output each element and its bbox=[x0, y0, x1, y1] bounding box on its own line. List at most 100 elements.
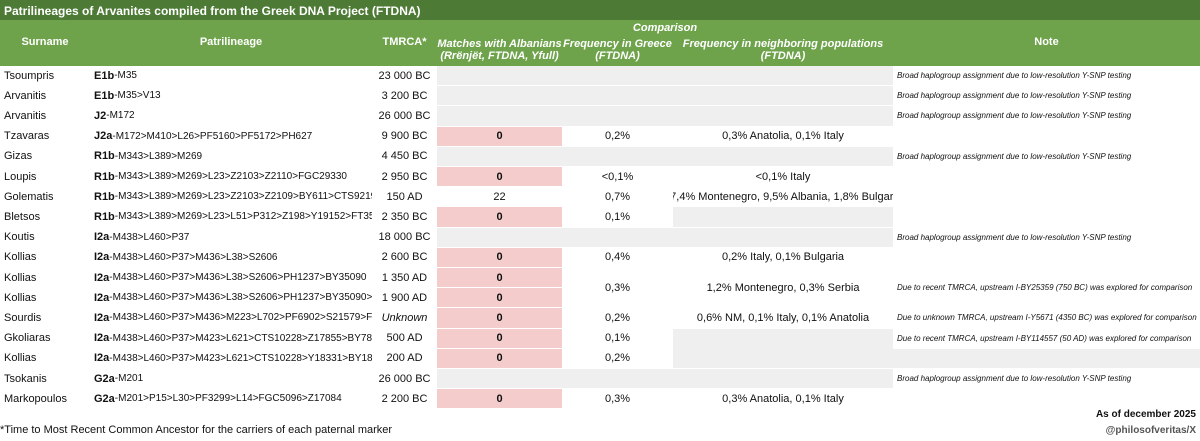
note-cell bbox=[893, 389, 1200, 410]
note-cell bbox=[893, 187, 1200, 208]
neighbors-cell bbox=[673, 66, 893, 87]
haplogroup: J2a bbox=[94, 130, 113, 143]
haplogroup: I2a bbox=[94, 311, 110, 324]
column-header: TMRCA* bbox=[372, 20, 437, 64]
haplogroup: G2a bbox=[94, 372, 115, 385]
patrilineage-cell: I2a -M438>L460>P37>M436>L38>S2606 bbox=[90, 247, 372, 268]
lineage: -M35 bbox=[114, 70, 137, 82]
matches-cell: 0 bbox=[437, 328, 562, 349]
note-cell bbox=[893, 348, 1200, 369]
neighbors-cell bbox=[673, 227, 893, 248]
tmrca-cell: 2 200 BC bbox=[372, 389, 437, 410]
header-line: Note bbox=[1034, 36, 1059, 48]
lineage: -M343>L389>M269 bbox=[114, 150, 203, 162]
header-line: (FTDNA) bbox=[595, 50, 640, 62]
matches-cell bbox=[437, 369, 562, 390]
matches-cell: 0 bbox=[437, 348, 562, 369]
patrilineage-cell: R1b -M343>L389>M269>L23>L51>P312>Z198>Y19… bbox=[90, 207, 372, 228]
surname-cell: Gizas bbox=[0, 146, 90, 167]
patrilineage-cell: I2a -M438>L460>P37>M423>L621>CTS10228>Y18… bbox=[90, 348, 372, 369]
surname-cell: Bletsos bbox=[0, 207, 90, 228]
lineage: -M438>L460>P37>M423>L621>CTS10228>Y18331… bbox=[109, 352, 372, 364]
note-cell bbox=[893, 167, 1200, 188]
patrilineage-cell: I2a -M438>L460>P37>M436>M223>L702>PF6902>… bbox=[90, 308, 372, 329]
lineage: -M438>L460>P37>M436>L38>S2606>PH1237>BY3… bbox=[109, 272, 367, 284]
tmrca-cell: 18 000 BC bbox=[372, 227, 437, 248]
note-cell: Due to recent TMRCA, upstream I-BY114557… bbox=[893, 328, 1200, 349]
greece-cell: 0,1% bbox=[562, 207, 673, 228]
greece-cell: 0,3% bbox=[562, 389, 673, 410]
matches-cell: 0 bbox=[437, 308, 562, 329]
matches-cell: 0 bbox=[437, 126, 562, 147]
greece-cell bbox=[562, 369, 673, 390]
note-cell: Broad haplogroup assignment due to low-r… bbox=[893, 66, 1200, 87]
patrilineage-cell: J2a -M172>M410>L26>PF5160>PF5172>PH627 bbox=[90, 126, 372, 147]
greece-cell: 0,2% bbox=[562, 308, 673, 329]
header-line: Frequency in neighboring populations bbox=[682, 38, 884, 50]
neighbors-cell: 1,2% Montenegro, 0,3% Serbia bbox=[673, 268, 893, 309]
neighbors-cell bbox=[673, 207, 893, 228]
matches-cell: 0 bbox=[437, 268, 562, 289]
lineage: -M438>L460>P37 bbox=[109, 231, 190, 243]
neighbors-cell: 0,6% NM, 0,1% Italy, 0,1% Anatolia bbox=[673, 308, 893, 329]
haplogroup: I2a bbox=[94, 251, 110, 264]
surname-cell: Gkoliaras bbox=[0, 328, 90, 349]
surname-cell: Golematis bbox=[0, 187, 90, 208]
haplogroup: I2a bbox=[94, 352, 110, 365]
neighbors-cell bbox=[673, 106, 893, 127]
matches-cell bbox=[437, 146, 562, 167]
date: As of december 2025 bbox=[1095, 409, 1196, 420]
patrilineage-cell: I2a -M438>L460>P37>M436>L38>S2606>PH1237>… bbox=[90, 288, 372, 309]
haplogroup: E1b bbox=[94, 89, 115, 102]
tmrca-cell: 2 950 BC bbox=[372, 167, 437, 188]
header-line: Patrilineage bbox=[199, 36, 263, 48]
haplogroup: I2a bbox=[94, 291, 110, 304]
header-line: TMRCA* bbox=[382, 36, 427, 48]
greece-cell: <0,1% bbox=[562, 167, 673, 188]
tmrca-cell: 26 000 BC bbox=[372, 106, 437, 127]
matches-cell bbox=[437, 106, 562, 127]
header-line: (Rrënjët, FTDNA, Yfull) bbox=[440, 50, 559, 62]
neighbors-cell: <0,1% Italy bbox=[673, 167, 893, 188]
neighbors-cell: 0,3% Anatolia, 0,1% Italy bbox=[673, 389, 893, 410]
note-cell: Broad haplogroup assignment due to low-r… bbox=[893, 227, 1200, 248]
neighbors-cell bbox=[673, 328, 893, 369]
tmrca-cell: Unknown bbox=[372, 308, 437, 329]
neighbors-cell: 17,4% Montenegro, 9,5% Albania, 1,8% Bul… bbox=[673, 187, 893, 208]
surname-cell: Kollias bbox=[0, 348, 90, 369]
greece-cell bbox=[562, 66, 673, 87]
patrilineage-cell: I2a -M438>L460>P37>M423>L621>CTS10228>Z17… bbox=[90, 328, 372, 349]
note-cell: Due to recent TMRCA, upstream I-BY25359 … bbox=[893, 268, 1200, 309]
tmrca-cell: 150 AD bbox=[372, 187, 437, 208]
column-header: Surname bbox=[0, 20, 90, 64]
note-cell: Broad haplogroup assignment due to low-r… bbox=[893, 106, 1200, 127]
matches-cell: 0 bbox=[437, 288, 562, 309]
surname-cell: Loupis bbox=[0, 167, 90, 188]
haplogroup: R1b bbox=[94, 150, 115, 163]
neighbors-cell bbox=[673, 369, 893, 390]
surname-cell: Kollias bbox=[0, 247, 90, 268]
matches-cell: 0 bbox=[437, 247, 562, 268]
title: Patrilineages of Arvanites compiled from… bbox=[0, 0, 1200, 20]
note-cell: Broad haplogroup assignment due to low-r… bbox=[893, 369, 1200, 390]
greece-cell bbox=[562, 227, 673, 248]
haplogroup: J2 bbox=[94, 109, 107, 122]
note-cell bbox=[893, 126, 1200, 147]
haplogroup: I2a bbox=[94, 231, 110, 244]
note-cell: Broad haplogroup assignment due to low-r… bbox=[893, 86, 1200, 107]
footnote: *Time to Most Recent Common Ancestor for… bbox=[0, 424, 393, 436]
tmrca-cell: 23 000 BC bbox=[372, 66, 437, 87]
matches-cell bbox=[437, 86, 562, 107]
patrilineage-cell: R1b -M343>L389>M269 bbox=[90, 146, 372, 167]
note-cell bbox=[893, 247, 1200, 268]
lineage: -M343>L389>M269>L23>L51>P312>Z198>Y19152… bbox=[114, 211, 372, 223]
column-header: Frequency in neighboring populations (FTD… bbox=[673, 34, 893, 66]
surname-cell: Markopoulos bbox=[0, 389, 90, 410]
tmrca-cell: 1 350 AD bbox=[372, 268, 437, 289]
greece-cell bbox=[562, 146, 673, 167]
column-header: Matches with Albanians (Rrënjët, FTDNA, Y… bbox=[437, 34, 562, 66]
tmrca-cell: 2 350 BC bbox=[372, 207, 437, 228]
column-header: Patrilineage bbox=[90, 20, 372, 64]
patrilineage-cell: E1b -M35 bbox=[90, 66, 372, 87]
